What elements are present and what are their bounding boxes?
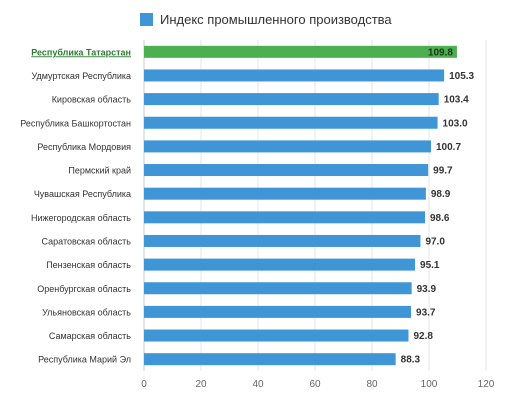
bar[interactable]: [144, 258, 416, 271]
bar[interactable]: [144, 93, 439, 106]
bar[interactable]: [144, 164, 429, 177]
bar[interactable]: [144, 45, 457, 58]
bar[interactable]: [144, 140, 431, 153]
bar[interactable]: [144, 305, 412, 318]
category-label: Саратовская область: [42, 236, 132, 246]
data-label: 95.1: [420, 260, 440, 271]
data-label: 93.7: [416, 307, 436, 318]
data-label: 97.0: [425, 236, 445, 247]
x-tick-label: 40: [252, 379, 264, 390]
data-label: 103.0: [443, 118, 468, 129]
category-label: Пермский край: [68, 166, 131, 176]
category-label: Республика Марий Эл: [38, 355, 131, 365]
x-tick-label: 0: [141, 379, 147, 390]
data-label: 99.7: [433, 166, 453, 177]
x-tick-label: 100: [421, 379, 438, 390]
data-label: 105.3: [449, 71, 474, 82]
category-label: Нижегородская область: [31, 213, 131, 223]
category-label: Республика Мордовия: [37, 142, 131, 152]
legend-label: Индекс промышленного производства: [160, 11, 392, 27]
bar[interactable]: [144, 69, 445, 82]
bar[interactable]: [144, 329, 409, 342]
category-label: Ульяновская область: [42, 307, 131, 317]
data-label: 88.3: [401, 355, 421, 366]
data-label: 92.8: [413, 331, 433, 342]
bar[interactable]: [144, 353, 396, 366]
data-label: 98.6: [430, 213, 450, 224]
x-tick-label: 120: [478, 379, 495, 390]
category-label: Республика Башкортостан: [20, 118, 131, 128]
data-label: 98.9: [431, 189, 451, 200]
legend[interactable]: Индекс промышленного производства: [140, 10, 392, 28]
x-tick-label: 20: [195, 379, 207, 390]
data-label: 100.7: [436, 142, 461, 153]
bar[interactable]: [144, 234, 421, 247]
category-label: Пензенская область: [46, 260, 131, 270]
bar[interactable]: [144, 116, 438, 129]
category-label: Кировская область: [52, 95, 132, 105]
category-label: Самарская область: [49, 331, 131, 341]
category-label: Чувашская Республика: [34, 189, 131, 199]
data-label: 109.8: [428, 47, 453, 58]
x-tick-label: 80: [366, 379, 378, 390]
data-label: 93.9: [417, 284, 437, 295]
bar[interactable]: [144, 187, 426, 200]
category-label: Удмуртская Республика: [31, 71, 131, 81]
legend-swatch: [140, 12, 153, 26]
x-tick-label: 60: [309, 379, 321, 390]
data-label: 103.4: [444, 95, 469, 106]
bar[interactable]: [144, 282, 412, 295]
category-label: Оренбургская область: [37, 284, 131, 294]
bar[interactable]: [144, 211, 426, 224]
category-label: Республика Татарстан: [31, 47, 131, 57]
